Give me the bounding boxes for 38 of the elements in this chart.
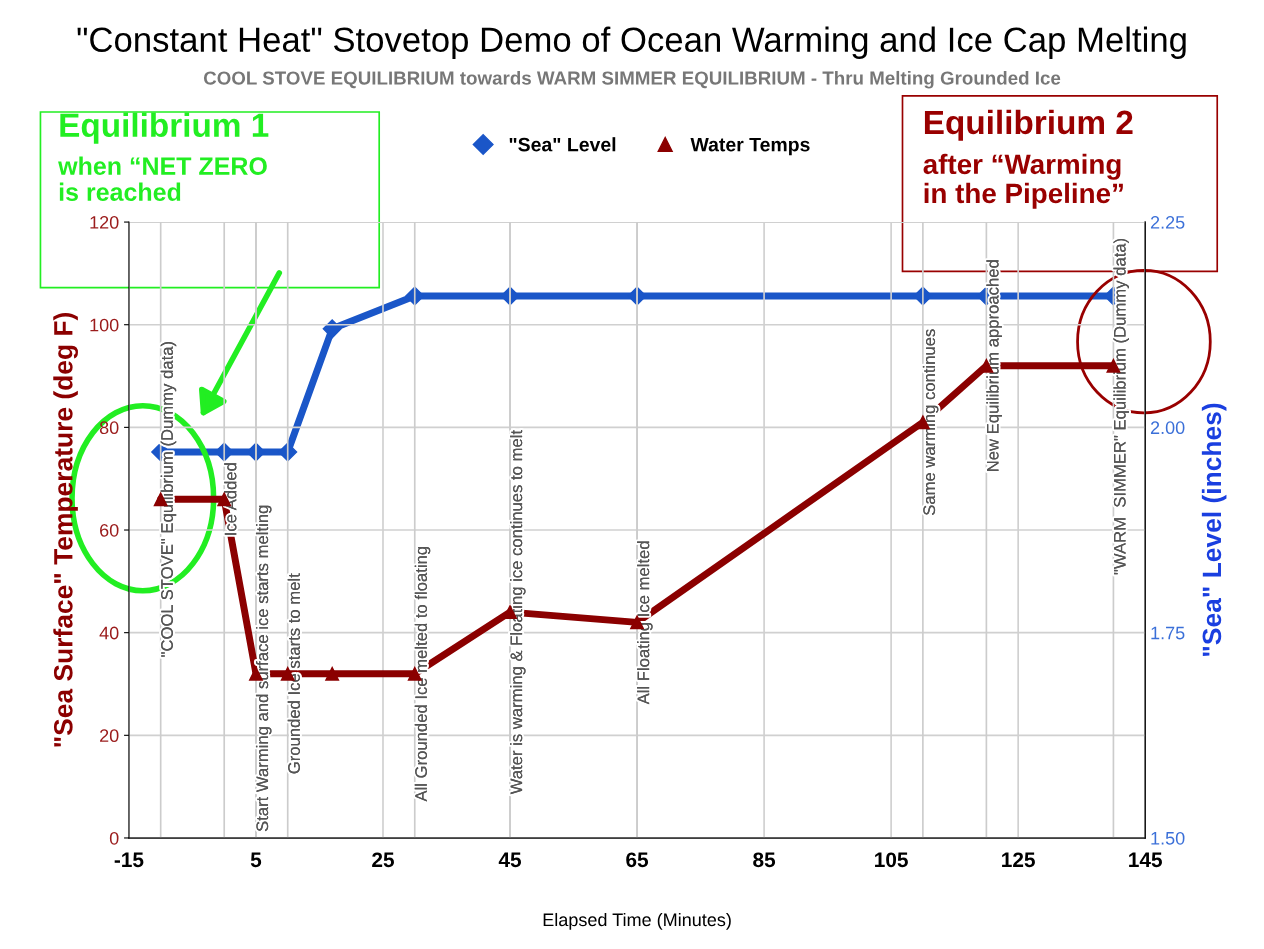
y-tick-label: 80 (99, 421, 119, 435)
x-tick-label: 125 (1002, 852, 1035, 868)
y2-tick-label: 2.00 (1150, 421, 1185, 435)
legend-label: Water Temps (690, 137, 810, 156)
x-tick-label: 45 (498, 852, 522, 868)
chart-subtitle: COOL STOVE EQUILIBRIUM towards WARM SIMMER EQUILIBRIUM - Thru Melting Grounded Ice (203, 70, 1061, 89)
y-tick-label: 20 (100, 729, 119, 743)
x-tick-label: 145 (1129, 852, 1162, 868)
y2-tick-label: 1.75 (1151, 626, 1185, 640)
y-tick-label: 0 (109, 831, 119, 845)
x-tick-label: 25 (372, 852, 394, 868)
y-tick-label: 120 (90, 216, 119, 229)
annotation: Water is warming & Floating ice continues to melt (510, 430, 526, 795)
annotation: "COOL STOVE" Equilibrium (Dummy data) (160, 341, 177, 657)
y-axis-title: "Sea Surface" Temperature (deg F) (53, 313, 78, 747)
y2-axis-title: "Sea" Level (inches) (1201, 403, 1227, 656)
chart-title: "Constant Heat" Stovetop Demo of Ocean Warming and Ice Cap Melting (77, 26, 1186, 59)
x-tick-label: 85 (753, 852, 776, 868)
point (325, 666, 340, 681)
annotation: New Equilibrium approached (986, 260, 1002, 471)
x-tick-label: 65 (626, 852, 649, 868)
x-tick-label: -15 (114, 852, 144, 868)
y-tick-label: 40 (99, 626, 119, 640)
annotation: All Grounded Ice melted to floating (414, 546, 431, 802)
annotation: All Floating Ice melted (637, 541, 653, 705)
text: Equilibrium 1 when “NET ZERO is reached (58, 112, 269, 201)
y2-tick-label: 2.25 (1150, 216, 1185, 229)
x-tick-label: 5 (250, 852, 262, 868)
legend-label: "Sea" Level (509, 137, 616, 152)
annotation: Start Warming and surface ice starts melting (255, 505, 272, 832)
x-tick-label: 105 (875, 852, 908, 868)
y2-tick-label: 1.50 (1151, 831, 1185, 845)
y-tick-label: 60 (100, 523, 119, 537)
annotation: "WARM SIMMER" Equilibrium (Dummy data) (1113, 238, 1129, 575)
y-tick-label: 100 (90, 318, 119, 332)
x-axis-title: Elapsed Time (Minutes) (543, 912, 731, 930)
text: Equilibrium 2 after “Warming in the Pipeline” (923, 109, 1133, 209)
annotation: Same warming continues (922, 329, 939, 516)
